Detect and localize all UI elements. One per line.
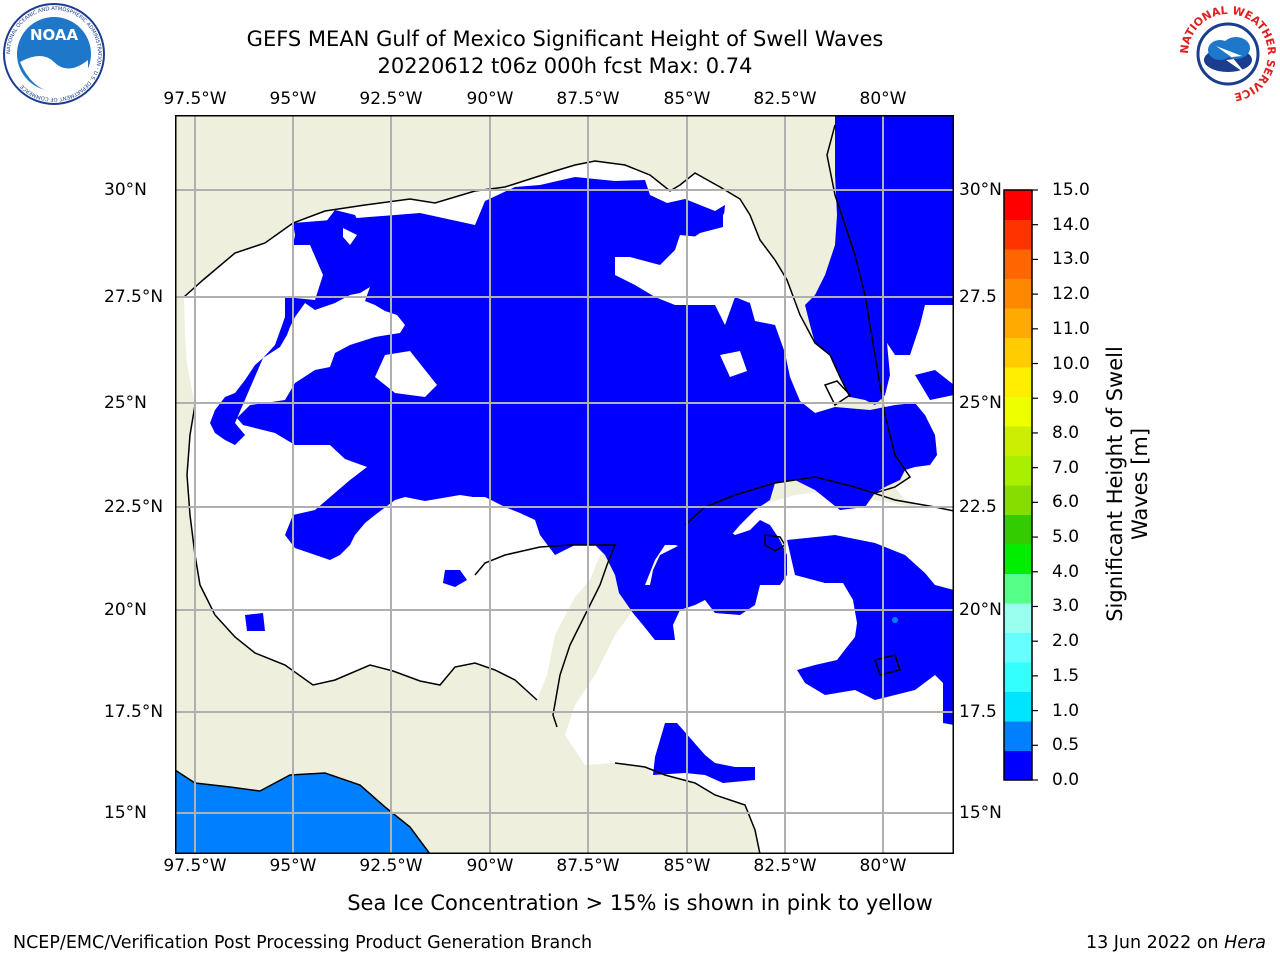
coastlines	[175, 124, 954, 854]
colorbar-segment	[1004, 308, 1032, 338]
colorbar-segment	[1004, 278, 1032, 309]
lat-tick-left: 25°N	[104, 393, 147, 413]
colorbar-segment	[1004, 544, 1032, 574]
colorbar-tick-label: 1.5	[1052, 665, 1080, 686]
colorbar-segment	[1004, 190, 1032, 220]
colorbar-segment	[1004, 426, 1032, 456]
lon-tick-top: 82.5°W	[753, 89, 817, 109]
lat-tick-right: 25°N	[959, 393, 1002, 413]
colorbar-segment	[1004, 396, 1032, 427]
colorbar-tick-label: 1.0	[1052, 700, 1080, 721]
lon-tick-bottom: 97.5°W	[163, 856, 227, 876]
lon-tick-top: 80°W	[859, 89, 907, 109]
lon-tick-top: 87.5°W	[556, 89, 620, 109]
lat-tick-left: 22.5°N	[104, 497, 164, 517]
colorbar-tick-label: 13.0	[1052, 249, 1090, 270]
colorbar-tick-label: 6.0	[1052, 492, 1080, 513]
map-subtitle: 20220612 t06z 000h fcst Max: 0.74	[377, 54, 753, 78]
lat-tick-left: 20°N	[104, 600, 147, 620]
lon-tick-bottom: 80°W	[859, 856, 907, 876]
colorbar-segment	[1004, 721, 1032, 751]
colorbar-segment	[1004, 603, 1032, 633]
lon-tick-bottom: 82.5°W	[753, 856, 817, 876]
lat-tick-right: 17.5	[959, 702, 997, 722]
colorbar-segment	[1004, 485, 1032, 515]
colorbar-segment	[1004, 750, 1032, 781]
lon-tick-top: 95°W	[269, 89, 317, 109]
colorbar-segment	[1004, 249, 1032, 279]
colorbar-tick-label: 5.0	[1052, 527, 1080, 548]
colorbar-tick-label: 9.0	[1052, 388, 1080, 409]
colorbar-segment	[1004, 337, 1032, 368]
lat-tick-right: 22.5	[959, 497, 997, 517]
lat-tick-right: 30°N	[959, 180, 1002, 200]
swell-mid-dot	[892, 617, 898, 623]
colorbar-label: Significant Height of Swell Waves [m]	[1103, 346, 1153, 622]
colorbar-tick-label: 15.0	[1052, 180, 1090, 200]
colorbar-segment	[1004, 632, 1032, 663]
colorbar-segment	[1004, 367, 1032, 397]
colorbar-segment	[1004, 219, 1032, 250]
graticule	[175, 115, 954, 854]
colorbar-tick-label: 11.0	[1052, 318, 1090, 339]
colorbar-tick-label: 14.0	[1052, 214, 1090, 235]
colorbar-segment	[1004, 691, 1032, 722]
lat-tick-left: 15°N	[104, 803, 147, 823]
colorbar-tick-label: 0.5	[1052, 735, 1080, 756]
noaa-logo: NATIONAL OCEANIC AND ATMOSPHERIC ADMINIS…	[3, 3, 105, 105]
colorbar-tick-label: 12.0	[1052, 284, 1090, 305]
colorbar-segment	[1004, 514, 1032, 545]
colorbar-segment	[1004, 662, 1032, 692]
colorbar-tick-label: 0.0	[1052, 770, 1080, 790]
colorbar-tick-label: 4.0	[1052, 561, 1080, 582]
lat-tick-right: 20°N	[959, 600, 1002, 620]
colorbar-tick-label: 8.0	[1052, 422, 1080, 443]
lat-tick-right: 15°N	[959, 803, 1002, 823]
colorbar	[1003, 189, 1038, 781]
colorbar-segment	[1004, 455, 1032, 486]
footer-left: NCEP/EMC/Verification Post Processing Pr…	[13, 933, 593, 953]
atlantic-swell-region	[805, 115, 954, 405]
colorbar-tick-label: 3.0	[1052, 596, 1080, 617]
swell-patch-west	[443, 570, 467, 587]
lon-tick-top: 90°W	[466, 89, 514, 109]
gulf-map	[175, 115, 954, 854]
colorbar-border	[1003, 189, 1033, 781]
swell-patch-bay	[245, 613, 265, 631]
lon-tick-top: 97.5°W	[163, 89, 227, 109]
lat-tick-left: 17.5°N	[104, 702, 164, 722]
footer-right: 13 Jun 2022 on Hera	[1086, 933, 1266, 953]
lon-tick-bottom: 85°W	[663, 856, 711, 876]
footer-host: Hera	[1224, 933, 1266, 953]
lat-tick-right: 27.5	[959, 287, 997, 307]
lon-tick-bottom: 92.5°W	[359, 856, 423, 876]
lon-tick-top: 92.5°W	[359, 89, 423, 109]
colorbar-tick-label: 7.0	[1052, 457, 1080, 478]
sea-ice-caption: Sea Ice Concentration > 15% is shown in …	[347, 891, 933, 915]
colorbar-segment	[1004, 573, 1032, 604]
lon-tick-bottom: 95°W	[269, 856, 317, 876]
svg-text:NOAA: NOAA	[30, 26, 79, 44]
lon-tick-bottom: 87.5°W	[556, 856, 620, 876]
lon-tick-bottom: 90°W	[466, 856, 514, 876]
lat-tick-left: 27.5°N	[104, 287, 164, 307]
map-title: GEFS MEAN Gulf of Mexico Significant Hei…	[246, 27, 884, 51]
colorbar-label-line1: Significant Height of Swell	[1103, 346, 1127, 622]
lat-tick-left: 30°N	[104, 180, 147, 200]
colorbar-label-line2: Waves [m]	[1128, 427, 1152, 541]
lon-tick-top: 85°W	[663, 89, 711, 109]
colorbar-tick-label: 2.0	[1052, 631, 1080, 652]
nws-logo: NATIONAL WEATHER SERVICE	[1178, 4, 1278, 104]
footer-date: 13 Jun 2022 on	[1085, 933, 1225, 953]
colorbar-tick-label: 10.0	[1052, 353, 1090, 374]
